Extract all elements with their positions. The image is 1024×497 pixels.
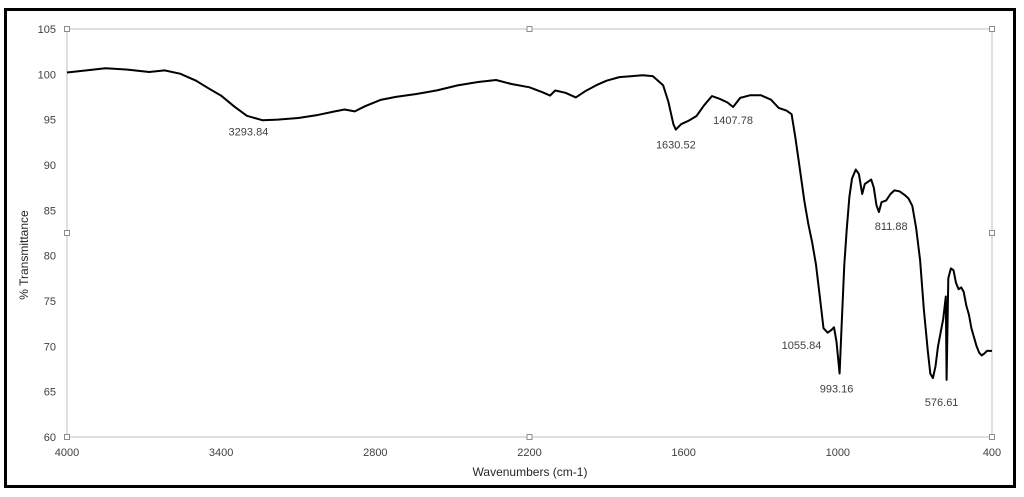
y-axis-title: % Transmittance xyxy=(17,210,31,300)
x-tick-label: 3400 xyxy=(209,447,233,459)
transmittance-series-line xyxy=(66,67,992,381)
y-tick-label: 105 xyxy=(38,24,56,36)
peak-label: 1630.52 xyxy=(656,140,696,152)
chart-frame xyxy=(4,8,1016,488)
plot-layer xyxy=(64,26,995,440)
x-tick-label: 4000 xyxy=(55,447,79,459)
peak-label: 576.61 xyxy=(925,397,959,409)
x-tick-label: 1600 xyxy=(671,447,695,459)
plot-area-handle xyxy=(989,434,995,440)
x-tick-labels: 4000 3400 2800 2200 1600 1000 400 xyxy=(55,447,1001,459)
plot-area-handle xyxy=(989,26,995,32)
peak-label: 1407.78 xyxy=(713,115,753,127)
y-tick-label: 60 xyxy=(44,432,56,444)
x-tick-label: 2200 xyxy=(517,447,541,459)
y-tick-label: 75 xyxy=(44,296,56,308)
plot-area-handle xyxy=(526,26,533,32)
plot-area-handle xyxy=(64,26,70,32)
peak-label: 993.16 xyxy=(820,384,854,396)
plot-area-handle xyxy=(64,230,70,236)
peak-annotations: 3293.84 1630.52 1407.78 1055.84 993.16 811.88… xyxy=(229,115,959,409)
plot-area-handle xyxy=(64,434,70,440)
plot-area-border xyxy=(66,28,993,438)
plot-area-handle xyxy=(989,230,995,236)
peak-label: 3293.84 xyxy=(229,127,269,139)
y-tick-label: 100 xyxy=(38,69,56,81)
y-tick-label: 95 xyxy=(44,115,56,127)
x-tick-label: 2800 xyxy=(363,447,387,459)
plot-area-handle xyxy=(526,434,533,440)
x-tick-label: 1000 xyxy=(826,447,850,459)
y-tick-label: 70 xyxy=(44,341,56,353)
y-tick-label: 85 xyxy=(44,205,56,217)
x-tick-label: 400 xyxy=(983,447,1001,459)
y-tick-labels: 60 65 70 75 80 85 90 95 100 105 xyxy=(38,24,56,444)
y-tick-label: 90 xyxy=(44,160,56,172)
peak-label: 1055.84 xyxy=(782,340,822,352)
peak-label: 811.88 xyxy=(875,221,908,233)
y-tick-label: 65 xyxy=(44,387,56,399)
y-tick-label: 80 xyxy=(44,251,56,263)
x-axis-title: Wavenumbers (cm-1) xyxy=(473,465,588,479)
